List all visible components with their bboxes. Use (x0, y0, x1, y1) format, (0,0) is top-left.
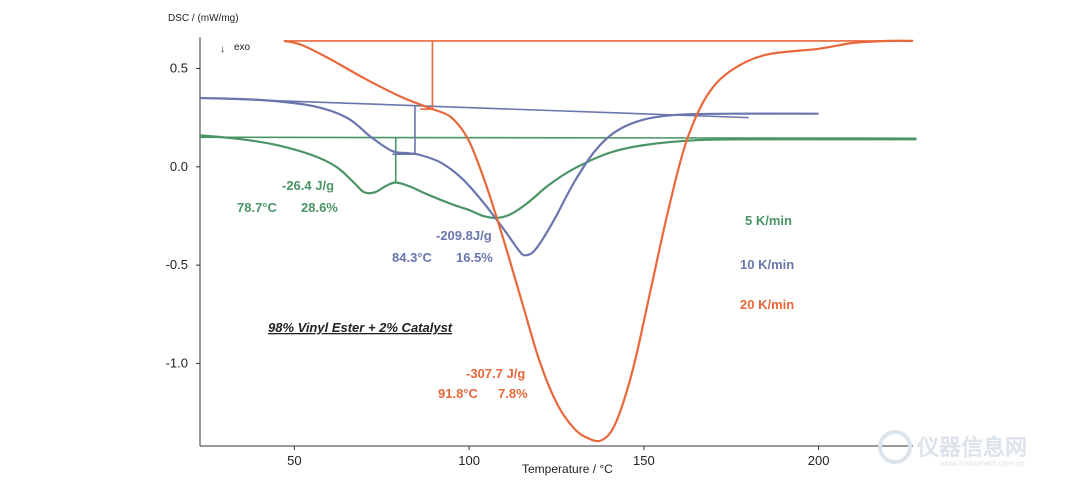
legend-10k: 10 K/min (740, 257, 794, 272)
series-curves (199, 39, 917, 443)
legend-5k: 5 K/min (745, 213, 792, 228)
annotation-20k-percent: 7.8% (498, 386, 528, 401)
annotation-20k-temperature: 91.8°C (438, 386, 479, 401)
legend-20k: 20 K/min (740, 297, 794, 312)
annotation-5k-percent: 28.6% (301, 200, 338, 215)
watermark-url: www.instrument.com.cn (939, 459, 1024, 468)
x-tick-label: 150 (633, 453, 655, 468)
baseline-0 (199, 136, 917, 140)
x-tick-label: 50 (287, 453, 301, 468)
x-axis-label: Temperature / °C (522, 462, 613, 476)
y-axis-label: DSC / (mW/mg) (168, 13, 239, 24)
y-tick-label: -1.0 (166, 355, 188, 370)
series-line-5-k-min (199, 134, 917, 220)
watermark-logo-icon (878, 430, 912, 464)
annotation-5k-temperature: 78.7°C (237, 200, 278, 215)
annotation-10k-enthalpy: -209.8J/g (436, 228, 492, 243)
y-ticks: 0.5 0.0 -0.5 -1.0 (166, 60, 200, 370)
series-line-10-k-min (199, 96, 819, 257)
y-tick-label: 0.5 (170, 60, 188, 75)
y-tick-label: -0.5 (166, 257, 188, 272)
annotation-5k-enthalpy: -26.4 J/g (282, 178, 334, 193)
annotation-10k-percent: 16.5% (456, 250, 493, 265)
baseline-1 (199, 97, 749, 119)
sample-note: 98% Vinyl Ester + 2% Catalyst (268, 320, 453, 335)
series-line-20-k-min (283, 39, 914, 443)
y-tick-label: 0.0 (170, 159, 188, 174)
x-tick-label: 200 (808, 453, 830, 468)
watermark: 仪器信息网 www.instrument.com.cn (878, 430, 1027, 468)
construction-lines (199, 40, 917, 183)
annotation-20k-enthalpy: -307.7 J/g (466, 366, 525, 381)
watermark-text: 仪器信息网 (916, 435, 1027, 460)
x-ticks: 50 100 150 200 (287, 446, 829, 468)
annotation-10k-temperature: 84.3°C (392, 250, 433, 265)
x-tick-label: 100 (458, 453, 480, 468)
exo-arrow-icon: ↓ (220, 44, 225, 55)
exo-label: exo (234, 42, 251, 53)
